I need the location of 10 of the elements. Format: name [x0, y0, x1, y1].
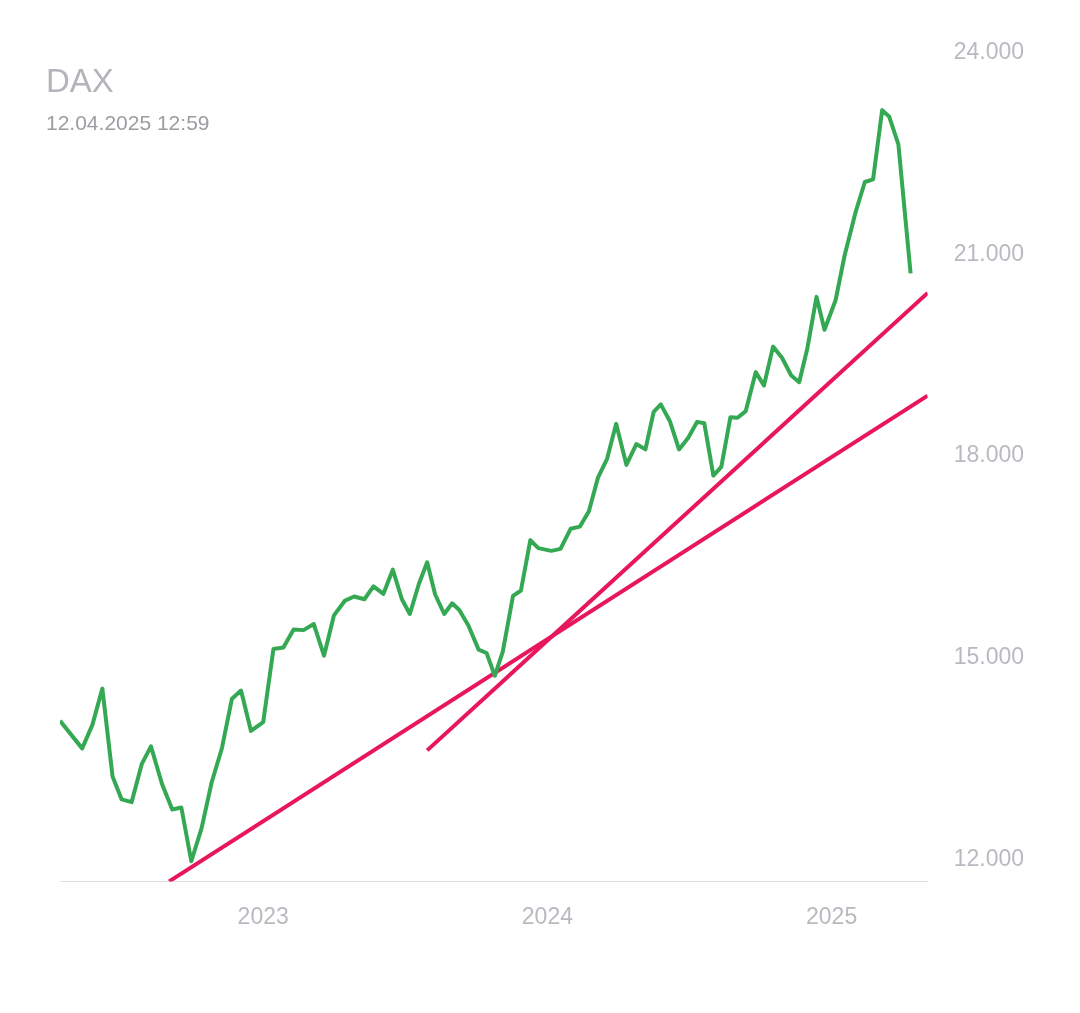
chart-title: DAX	[46, 62, 114, 100]
y-tick-label: 15.000	[953, 643, 1025, 670]
text: 12.04.2025 12:59	[46, 111, 210, 135]
y-tick-label: 21.000	[953, 239, 1025, 266]
x-tick-label: 2024	[521, 902, 574, 929]
y-tick-label: 24.000	[953, 38, 1025, 65]
x-tick-label: 2023	[237, 902, 289, 929]
y-tick-label: 12.000	[953, 844, 1025, 871]
y-tick-label: 18.000	[953, 441, 1025, 468]
x-tick-label: 2025	[806, 902, 858, 929]
